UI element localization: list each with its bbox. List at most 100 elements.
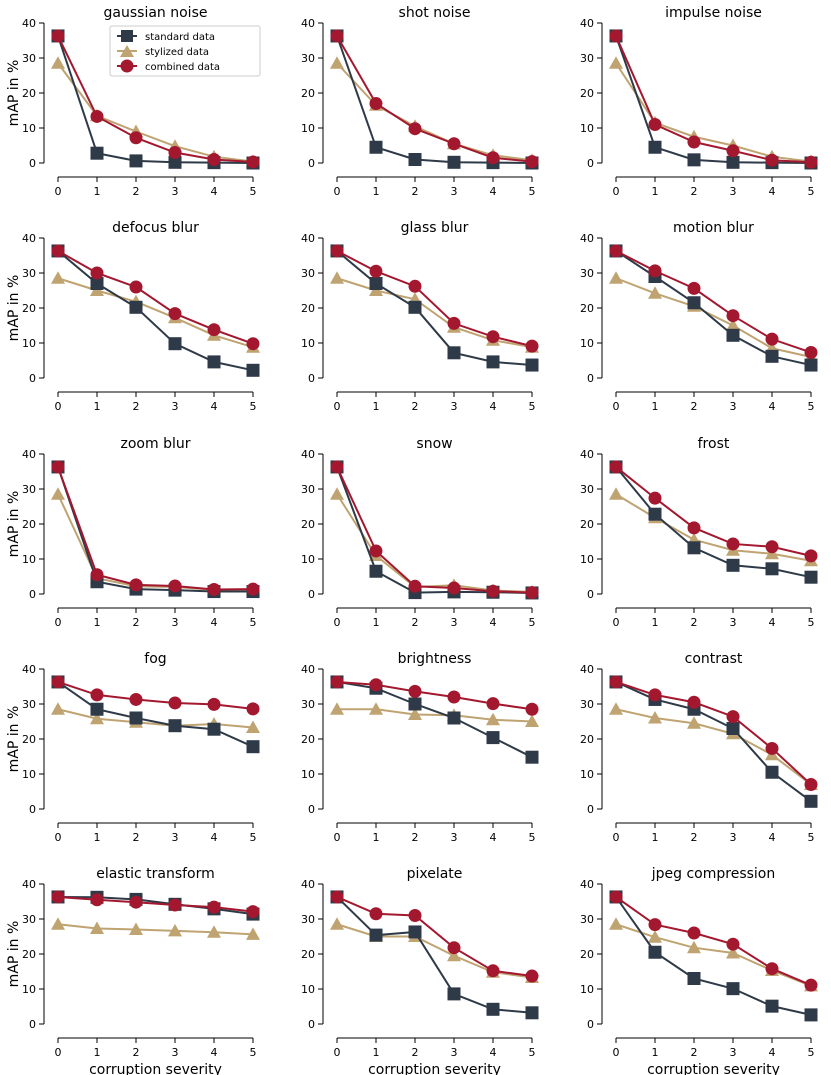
combined-point bbox=[408, 684, 422, 698]
combined-point bbox=[330, 244, 344, 258]
y-tick-label: 40 bbox=[301, 878, 315, 891]
combined-point bbox=[765, 540, 779, 554]
combined-point bbox=[804, 978, 818, 992]
y-tick-label: 20 bbox=[580, 733, 594, 746]
x-tick-label: 3 bbox=[172, 831, 179, 844]
combined-point bbox=[804, 549, 818, 563]
x-axis-label: corruption severity bbox=[368, 1062, 501, 1075]
standard-point bbox=[804, 1008, 818, 1022]
standard-point bbox=[726, 982, 740, 996]
stylized-point bbox=[408, 707, 422, 720]
y-axis-label: mAP in % bbox=[6, 275, 22, 342]
standard-point bbox=[369, 277, 383, 290]
y-tick-label: 40 bbox=[22, 878, 36, 891]
x-tick-label: 2 bbox=[691, 400, 698, 413]
y-tick-label: 20 bbox=[22, 87, 36, 100]
combined-point bbox=[408, 279, 422, 293]
x-tick-label: 1 bbox=[652, 400, 659, 413]
combined-point bbox=[330, 460, 344, 474]
y-tick-label: 20 bbox=[22, 518, 36, 531]
y-axis-label: mAP in % bbox=[6, 491, 22, 558]
standard-series-line bbox=[615, 35, 812, 164]
combined-point bbox=[408, 909, 422, 922]
stylized-point bbox=[687, 940, 701, 954]
y-tick-label: 10 bbox=[22, 983, 36, 996]
y-tick-label: 20 bbox=[580, 302, 594, 315]
combined-point bbox=[330, 890, 344, 904]
combined-point bbox=[207, 582, 221, 596]
combined-point bbox=[609, 460, 623, 474]
x-tick-label: 2 bbox=[412, 1046, 419, 1059]
combined-point bbox=[51, 244, 65, 258]
stylized-series-line bbox=[337, 708, 533, 723]
stylized-series-line bbox=[336, 277, 533, 349]
stylized-point bbox=[168, 923, 182, 937]
stylized-point bbox=[246, 720, 260, 733]
standard-point bbox=[90, 146, 104, 160]
combined-point bbox=[525, 586, 539, 600]
combined-point bbox=[609, 675, 623, 689]
y-tick-label: 0 bbox=[308, 157, 315, 170]
legend-standard-label: standard data bbox=[145, 32, 215, 43]
y-tick-label: 0 bbox=[29, 1018, 36, 1031]
y-tick-label: 20 bbox=[22, 733, 36, 746]
combined-point bbox=[765, 741, 779, 755]
panel-title: brightness bbox=[398, 651, 472, 667]
x-tick-label: 4 bbox=[769, 185, 776, 198]
y-tick-label: 20 bbox=[301, 518, 315, 531]
x-tick-label: 0 bbox=[55, 831, 62, 844]
panel-title: jpeg compression bbox=[651, 866, 776, 882]
standard-point bbox=[525, 358, 539, 372]
standard-point bbox=[804, 794, 818, 808]
y-tick-label: 30 bbox=[301, 267, 315, 280]
combined-point bbox=[90, 688, 104, 702]
panel-title: frost bbox=[698, 436, 730, 452]
y-tick-label: 40 bbox=[22, 663, 36, 676]
combined-point bbox=[51, 460, 65, 474]
stylized-point bbox=[609, 917, 623, 930]
panel-contrast: contrast 0 10 20 30 40 0 1 2 3 4 5 bbox=[580, 651, 818, 844]
combined-series-line bbox=[336, 680, 533, 711]
standard-point bbox=[765, 562, 779, 576]
standard-point bbox=[369, 564, 383, 578]
combined-point bbox=[369, 264, 383, 278]
combined-point bbox=[369, 907, 383, 921]
x-tick-label: 2 bbox=[133, 400, 140, 413]
y-tick-label: 30 bbox=[22, 698, 36, 711]
y-tick-label: 30 bbox=[22, 52, 36, 65]
x-tick-label: 3 bbox=[451, 1046, 458, 1059]
x-tick-label: 2 bbox=[412, 400, 419, 413]
y-tick-label: 0 bbox=[587, 803, 594, 816]
y-tick-label: 30 bbox=[301, 52, 315, 65]
x-tick-label: 2 bbox=[691, 185, 698, 198]
legend-combined-label: combined data bbox=[145, 62, 220, 73]
y-tick-label: 10 bbox=[301, 553, 315, 566]
stylized-series-line bbox=[57, 277, 254, 349]
x-tick-label: 2 bbox=[412, 616, 419, 629]
combined-point bbox=[129, 692, 143, 706]
y-tick-label: 30 bbox=[580, 913, 594, 926]
stylized-point bbox=[90, 711, 104, 725]
combined-point bbox=[330, 675, 344, 689]
stylized-point bbox=[330, 56, 344, 69]
combined-point bbox=[330, 29, 344, 43]
y-tick-label: 0 bbox=[308, 588, 315, 601]
x-tick-label: 0 bbox=[334, 1046, 341, 1059]
combined-point bbox=[246, 337, 260, 351]
x-tick-label: 2 bbox=[412, 185, 419, 198]
standard-point bbox=[408, 697, 422, 711]
standard-series-line bbox=[615, 896, 812, 1016]
x-tick-label: 3 bbox=[451, 400, 458, 413]
stylized-series-line bbox=[57, 62, 254, 163]
combined-point bbox=[726, 144, 740, 158]
x-tick-label: 3 bbox=[172, 400, 179, 413]
panel-gaussian-noise: gaussian noise 0 10 20 30 40 0 1 2 3 4 5 mAP in % bbox=[6, 5, 260, 198]
x-tick-label: 1 bbox=[373, 616, 380, 629]
x-tick-label: 1 bbox=[94, 831, 101, 844]
x-tick-label: 5 bbox=[250, 831, 257, 844]
y-tick-label: 10 bbox=[301, 337, 315, 350]
x-tick-label: 5 bbox=[808, 616, 815, 629]
standard-point bbox=[687, 972, 701, 985]
combined-point bbox=[447, 581, 461, 595]
standard-point bbox=[369, 928, 383, 942]
